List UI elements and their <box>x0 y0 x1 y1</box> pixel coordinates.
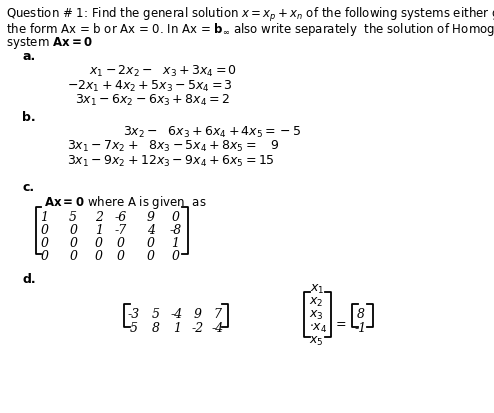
Text: system $\mathbf{Ax = 0}$: system $\mathbf{Ax = 0}$ <box>6 35 93 51</box>
Text: -7: -7 <box>115 224 127 237</box>
Text: 1: 1 <box>171 237 179 250</box>
Text: the form Ax = b or Ax = 0. In Ax = $\mathbf{b}_{\infty}$ also write separately  : the form Ax = b or Ax = 0. In Ax = $\mat… <box>6 21 494 38</box>
Text: -4: -4 <box>171 308 183 320</box>
Text: 0: 0 <box>171 211 179 223</box>
Text: Question # 1: Find the general solution $x = x_p + x_n$ of the following systems: Question # 1: Find the general solution … <box>6 6 494 24</box>
Text: 0: 0 <box>147 250 155 263</box>
Text: 5: 5 <box>69 211 77 223</box>
Text: 8: 8 <box>152 322 160 335</box>
Text: 0: 0 <box>95 237 103 250</box>
Text: b.: b. <box>22 111 36 123</box>
Text: 0: 0 <box>117 237 125 250</box>
Text: $3x_2 - \ \ 6x_3 + 6x_4 + 4x_5 = -5$: $3x_2 - \ \ 6x_3 + 6x_4 + 4x_5 = -5$ <box>123 125 301 140</box>
Text: 0: 0 <box>69 250 77 263</box>
Text: a.: a. <box>22 50 36 63</box>
Text: $3x_1 - 6x_2 - 6x_3 + 8x_4 = 2$: $3x_1 - 6x_2 - 6x_3 + 8x_4 = 2$ <box>75 93 230 108</box>
Text: 5: 5 <box>129 322 137 335</box>
Text: $\mathbf{Ax = 0}$ where A is given  as: $\mathbf{Ax = 0}$ where A is given as <box>44 194 207 211</box>
Text: 7: 7 <box>213 308 221 320</box>
Text: 0: 0 <box>41 237 48 250</box>
Text: 9: 9 <box>147 211 155 223</box>
Text: 0: 0 <box>117 250 125 263</box>
Text: 2: 2 <box>95 211 103 223</box>
Text: d.: d. <box>22 273 36 285</box>
Text: $x_5$: $x_5$ <box>309 335 323 348</box>
Text: $-2x_1 + 4x_2 + 5x_3 - 5x_4 = 3$: $-2x_1 + 4x_2 + 5x_3 - 5x_4 = 3$ <box>67 78 233 94</box>
Text: 0: 0 <box>41 250 48 263</box>
Text: 9: 9 <box>194 308 202 320</box>
Text: 8: 8 <box>357 308 365 320</box>
Text: $3x_1 - 9x_2 + 12x_3 - 9x_4 + 6x_5 = 15$: $3x_1 - 9x_2 + 12x_3 - 9x_4 + 6x_5 = 15$ <box>67 154 275 169</box>
Text: 1: 1 <box>41 211 48 223</box>
Text: $x_1$: $x_1$ <box>310 283 325 296</box>
Text: $x_3$: $x_3$ <box>309 309 324 322</box>
Text: $x_2$: $x_2$ <box>309 296 323 309</box>
Text: 0: 0 <box>69 224 77 237</box>
Text: 0: 0 <box>95 250 103 263</box>
Text: 0: 0 <box>41 224 48 237</box>
Text: 0: 0 <box>171 250 179 263</box>
Text: $\cdot x_4$: $\cdot x_4$ <box>309 322 327 335</box>
Text: 0: 0 <box>147 237 155 250</box>
Text: -3: -3 <box>127 308 139 320</box>
Text: -4: -4 <box>211 322 223 335</box>
Text: -6: -6 <box>115 211 127 223</box>
Text: 4: 4 <box>147 224 155 237</box>
Text: -1: -1 <box>355 322 367 335</box>
Text: 5: 5 <box>152 308 160 320</box>
Text: 1: 1 <box>95 224 103 237</box>
Text: 0: 0 <box>69 237 77 250</box>
Text: -8: -8 <box>169 224 181 237</box>
Text: c.: c. <box>22 181 35 194</box>
Text: $3x_1 - 7x_2 +\ \ 8x_3 - 5x_4 + 8x_5 =\ \ \ 9$: $3x_1 - 7x_2 +\ \ 8x_3 - 5x_4 + 8x_5 =\ … <box>67 139 279 154</box>
Text: =: = <box>336 318 347 331</box>
Text: -2: -2 <box>192 322 204 335</box>
Text: $x_1 - 2x_2 -\ \ x_3 + 3x_4 = 0$: $x_1 - 2x_2 -\ \ x_3 + 3x_4 = 0$ <box>89 64 237 79</box>
Text: 1: 1 <box>173 322 181 335</box>
